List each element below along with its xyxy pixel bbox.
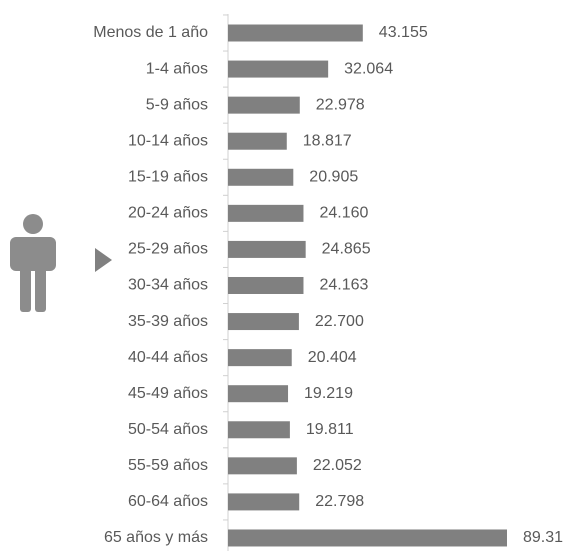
person-icon bbox=[10, 214, 56, 312]
y-tick-label: 65 años y más bbox=[104, 529, 208, 546]
y-tick-label: 40-44 años bbox=[128, 349, 208, 366]
y-tick-label: 25-29 años bbox=[128, 241, 208, 258]
y-tick-label: 45-49 años bbox=[128, 385, 208, 402]
y-tick-label: 1-4 años bbox=[146, 60, 208, 77]
value-label: 18.817 bbox=[303, 132, 352, 149]
bar bbox=[228, 493, 300, 511]
value-label: 22.798 bbox=[315, 493, 364, 510]
y-tick-label: 30-34 años bbox=[128, 277, 208, 294]
y-tick-label: Menos de 1 año bbox=[93, 24, 208, 41]
bar bbox=[228, 349, 292, 367]
y-tick-label: 15-19 años bbox=[128, 168, 208, 185]
value-label: 22.978 bbox=[316, 96, 365, 113]
bar bbox=[228, 240, 306, 258]
bar bbox=[228, 529, 507, 547]
value-label: 19.811 bbox=[306, 421, 354, 438]
y-tick-label: 55-59 años bbox=[128, 457, 208, 474]
bar bbox=[228, 96, 300, 114]
bar bbox=[228, 276, 304, 294]
value-label: 19.219 bbox=[304, 385, 353, 402]
value-label: 24.163 bbox=[319, 277, 368, 294]
bar bbox=[228, 132, 287, 150]
value-label: 20.404 bbox=[308, 349, 357, 366]
pointer-triangle bbox=[95, 248, 112, 272]
bar bbox=[228, 168, 294, 186]
bar bbox=[228, 421, 290, 439]
value-label: 24.865 bbox=[322, 241, 371, 258]
value-label: 24.160 bbox=[319, 205, 368, 222]
y-tick-label: 60-64 años bbox=[128, 493, 208, 510]
bar bbox=[228, 24, 363, 42]
bar bbox=[228, 204, 304, 222]
y-tick-label: 20-24 años bbox=[128, 205, 208, 222]
value-label: 22.700 bbox=[315, 313, 364, 330]
value-label: 43.155 bbox=[379, 24, 428, 41]
y-tick-label: 50-54 años bbox=[128, 421, 208, 438]
y-tick-label: 10-14 años bbox=[128, 132, 208, 149]
value-label: 20.905 bbox=[309, 168, 358, 185]
y-tick-label: 5-9 años bbox=[146, 96, 208, 113]
value-label: 22.052 bbox=[313, 457, 362, 474]
bar bbox=[228, 385, 289, 403]
y-tick-label: 35-39 años bbox=[128, 313, 208, 330]
bar bbox=[228, 313, 299, 331]
bar bbox=[228, 60, 329, 78]
value-label: 89.317 bbox=[523, 529, 563, 546]
value-label: 32.064 bbox=[344, 60, 393, 77]
bar bbox=[228, 457, 297, 475]
